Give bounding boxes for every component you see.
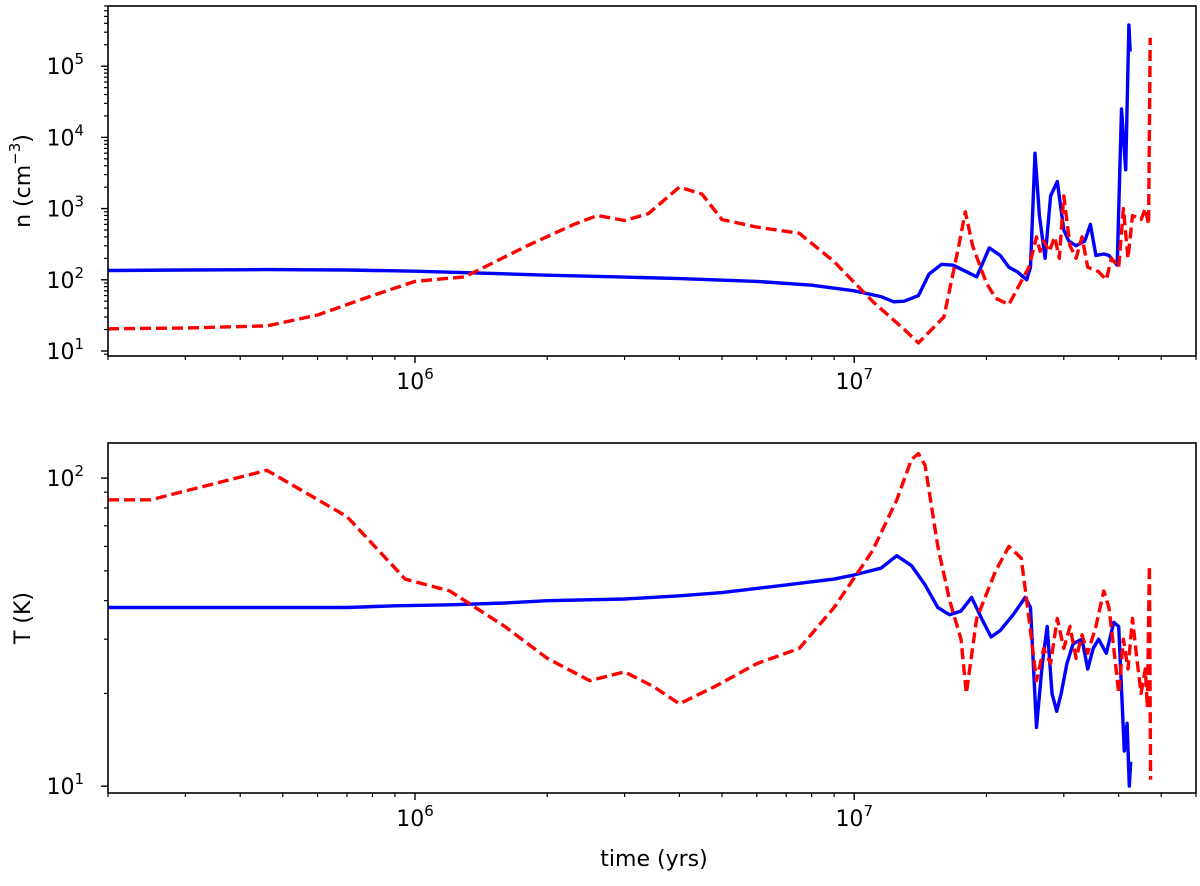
temperature-series-dashed	[108, 452, 1153, 780]
x-axis-label: time (yrs)	[600, 847, 707, 872]
density-y-tick-label: 101	[46, 335, 84, 365]
density-series-solid	[108, 23, 1132, 304]
temperature-x-tick-label: 106	[396, 802, 434, 832]
density-plot-frame	[107, 5, 1197, 357]
temperature-x-tick-label: 107	[835, 802, 873, 832]
temperature-y-tick-label: 101	[46, 770, 84, 800]
density-x-tick-label: 106	[396, 365, 434, 395]
density-y-tick-label: 105	[46, 50, 84, 80]
density-panel: 106 107 101 102 103 104 105	[46, 5, 1197, 395]
density-y-tick-label: 103	[46, 193, 84, 223]
density-y-tick-label: 102	[46, 264, 84, 294]
temperature-plot-frame	[107, 442, 1197, 794]
temperature-series-solid	[108, 554, 1133, 788]
density-x-tick-label: 107	[835, 365, 873, 395]
density-y-tick-label: 104	[46, 121, 84, 151]
density-series-dashed	[108, 37, 1152, 345]
temperature-y-axis-label: T (K)	[11, 592, 36, 645]
temperature-panel: 106 107 101 102	[46, 442, 1197, 832]
temperature-y-tick-label: 102	[46, 462, 84, 492]
